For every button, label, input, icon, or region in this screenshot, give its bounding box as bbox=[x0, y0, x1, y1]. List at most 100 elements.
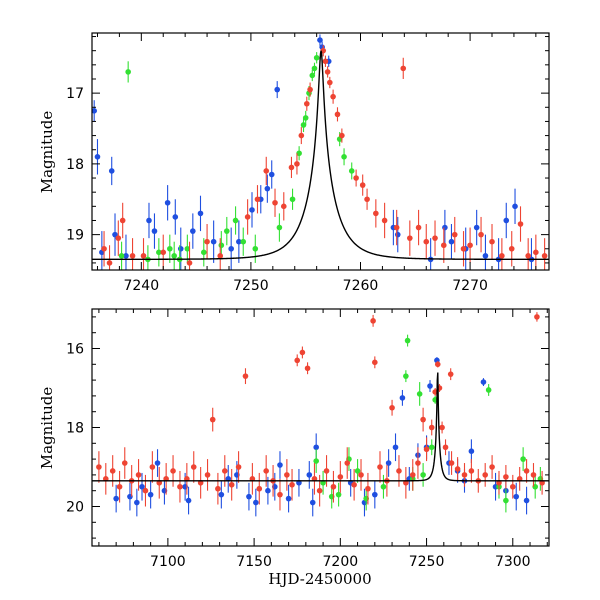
top-data-point bbox=[499, 253, 505, 259]
top-x-tick-label: 7250 bbox=[233, 278, 269, 294]
bottom-data-point bbox=[485, 387, 492, 393]
top-data-point bbox=[460, 245, 467, 252]
bottom-data-point bbox=[135, 472, 142, 478]
bottom-data-point bbox=[277, 462, 283, 468]
top-data-point bbox=[272, 199, 278, 206]
top-data-point bbox=[288, 164, 295, 171]
bottom-data-point bbox=[335, 491, 342, 498]
bottom-xlabel: HJD-2450000 bbox=[268, 570, 371, 588]
top-data-point bbox=[164, 199, 171, 206]
top-data-point bbox=[442, 224, 448, 231]
bottom-data-point bbox=[354, 468, 361, 474]
top-data-point bbox=[348, 168, 355, 174]
bottom-data-point bbox=[116, 483, 123, 490]
top-data-point bbox=[94, 154, 101, 160]
top-data-point bbox=[119, 217, 126, 224]
bottom-data-point bbox=[442, 444, 449, 451]
top-data-point bbox=[92, 108, 97, 114]
bottom-data-point bbox=[221, 468, 228, 474]
top-data-point bbox=[190, 228, 196, 234]
bottom-data-point bbox=[113, 495, 119, 502]
bottom-data-point bbox=[337, 474, 344, 480]
bottom-y-tick-label: 16 bbox=[66, 342, 84, 358]
bottom-data-point bbox=[215, 485, 221, 492]
top-data-point bbox=[294, 161, 300, 167]
top-data-point bbox=[146, 217, 152, 224]
top-data-point bbox=[172, 214, 179, 220]
bottom-data-point bbox=[439, 424, 445, 431]
bottom-data-point bbox=[530, 472, 537, 478]
bottom-data-point bbox=[121, 460, 128, 466]
top-data-point bbox=[204, 238, 210, 245]
bottom-data-point bbox=[415, 460, 421, 466]
top-data-point bbox=[298, 132, 305, 139]
top-data-point bbox=[200, 249, 207, 256]
top-data-point bbox=[125, 69, 131, 75]
bottom-data-point bbox=[299, 349, 306, 356]
bottom-data-point bbox=[423, 446, 430, 453]
top-data-point bbox=[254, 196, 261, 203]
top-data-point bbox=[177, 245, 184, 252]
top-panel-ticks: 7240 7250 7260 7270 17 18 19 bbox=[66, 33, 549, 294]
bottom-data-point bbox=[454, 466, 461, 472]
bottom-data-point bbox=[482, 472, 488, 478]
top-panel: 7240 7250 7260 7270 17 18 19 Magnitude bbox=[38, 32, 550, 294]
top-data-point bbox=[263, 168, 270, 174]
bottom-data-point bbox=[154, 460, 161, 466]
top-data-point bbox=[407, 235, 413, 241]
bottom-data-point bbox=[147, 491, 154, 498]
bottom-data-point bbox=[109, 468, 116, 474]
bottom-data-point bbox=[513, 493, 520, 500]
bottom-panel-ticks: 7100 7150 7200 7250 7300 16 18 20 bbox=[66, 309, 549, 570]
top-data-point bbox=[115, 235, 122, 241]
bottom-data-point bbox=[404, 337, 411, 344]
bottom-data-point bbox=[139, 483, 145, 490]
bottom-data-point bbox=[409, 472, 416, 478]
bottom-data-point bbox=[399, 395, 406, 401]
bottom-data-point bbox=[380, 483, 387, 490]
bottom-data-point bbox=[468, 448, 475, 455]
top-data-point bbox=[232, 217, 239, 224]
bottom-data-point bbox=[523, 468, 530, 474]
bottom-data-point bbox=[351, 481, 357, 488]
top-data-point bbox=[448, 238, 455, 245]
bottom-model-curve bbox=[92, 372, 549, 482]
bottom-ylabel: Magnitude bbox=[38, 387, 56, 470]
top-y-tick-label: 19 bbox=[66, 228, 84, 244]
bottom-data-point bbox=[427, 383, 433, 389]
top-data-point bbox=[467, 242, 473, 249]
top-data-point bbox=[106, 260, 113, 266]
bottom-data-point bbox=[428, 424, 435, 431]
bottom-data-point bbox=[294, 357, 301, 364]
bottom-data-point bbox=[468, 468, 475, 474]
bottom-data-point bbox=[385, 460, 392, 466]
top-data-point bbox=[228, 245, 234, 252]
top-data-point bbox=[393, 224, 400, 231]
top-data-point bbox=[381, 217, 388, 224]
top-data-point bbox=[129, 253, 136, 259]
top-data-point bbox=[108, 168, 115, 174]
top-data-point bbox=[210, 238, 217, 245]
top-y-tick-label: 17 bbox=[66, 86, 84, 102]
top-data-point bbox=[489, 238, 495, 245]
bottom-data-point bbox=[304, 365, 311, 372]
bottom-data-point bbox=[370, 318, 376, 324]
bottom-data-point bbox=[534, 314, 540, 320]
bottom-data-point bbox=[403, 373, 409, 379]
top-data-point bbox=[533, 249, 539, 256]
top-model-curve bbox=[92, 50, 549, 261]
bottom-data-point bbox=[185, 497, 192, 504]
bottom-data-point bbox=[396, 468, 402, 474]
top-data-point bbox=[324, 69, 331, 75]
top-data-point bbox=[280, 203, 287, 210]
top-data-point bbox=[330, 93, 336, 100]
top-x-tick-label: 7270 bbox=[452, 278, 488, 294]
top-data-point bbox=[327, 79, 333, 86]
top-data-point bbox=[302, 115, 309, 121]
top-data-point bbox=[186, 260, 193, 266]
top-data-point bbox=[508, 245, 515, 252]
top-data-point bbox=[167, 245, 173, 252]
top-data-point bbox=[400, 65, 407, 72]
bottom-data-point bbox=[416, 391, 423, 397]
top-data-point bbox=[217, 253, 224, 259]
